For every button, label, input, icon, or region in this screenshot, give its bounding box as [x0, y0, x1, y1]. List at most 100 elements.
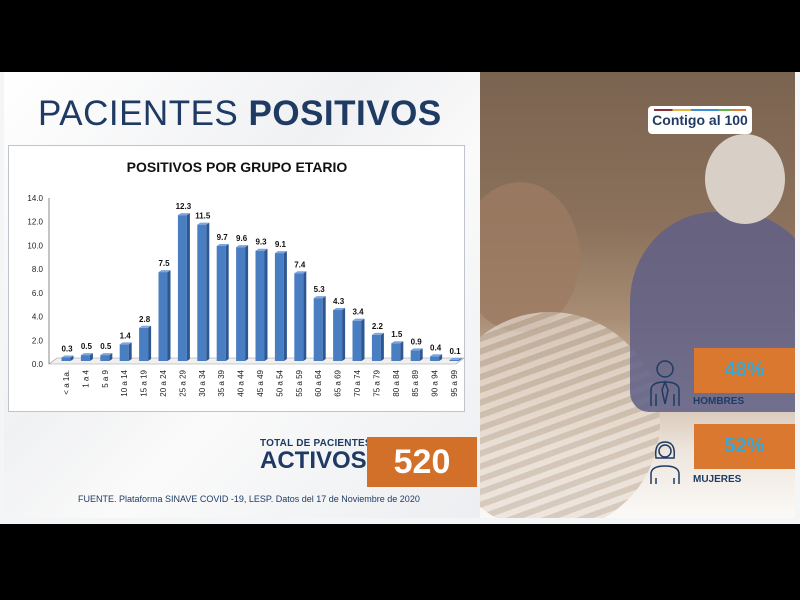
bar: [236, 247, 246, 361]
bar-top: [158, 270, 171, 273]
data-label: 0.4: [430, 343, 442, 352]
data-label: 0.5: [100, 342, 112, 351]
y-tick-label: 0.0: [32, 360, 44, 369]
y-tick-label: 6.0: [32, 289, 44, 298]
bar: [294, 273, 304, 361]
bar-side: [70, 355, 74, 361]
bar-top: [177, 213, 190, 216]
bar-side: [458, 357, 462, 361]
bar-top: [274, 251, 287, 254]
men-label: HOMBRES: [693, 396, 745, 407]
data-label: 0.1: [449, 347, 461, 356]
bar-top: [100, 353, 113, 356]
bar-top: [216, 243, 229, 246]
bar-side: [167, 270, 171, 361]
bar-side: [186, 213, 190, 361]
chart-container: POSITIVOS POR GRUPO ETARIO 0.0 2.0 4.0 6.0 8.…: [8, 145, 465, 412]
bar-top: [333, 308, 346, 311]
y-tick-label: 8.0: [32, 265, 44, 274]
data-label: 3.4: [352, 308, 364, 317]
y-tick-label: 4.0: [32, 313, 44, 322]
title-bold: POSITIVOS: [248, 94, 442, 133]
bar-top: [294, 271, 307, 274]
bar: [352, 320, 362, 361]
bar-top: [236, 245, 249, 248]
bar: [391, 343, 401, 361]
data-label: 7.5: [158, 259, 170, 268]
left-panel: PACIENTES POSITIVOS POSITIVOS POR GRUPO …: [4, 72, 480, 518]
data-label: 2.2: [372, 322, 384, 331]
title-light: PACIENTES: [38, 94, 239, 133]
x-tick-label: 85 a 89: [411, 369, 420, 396]
woman-icon: [650, 441, 680, 484]
bar-top: [430, 354, 443, 357]
x-tick-label: 30 a 34: [198, 369, 207, 396]
bar-side: [128, 342, 132, 361]
total-count: 520: [367, 437, 477, 487]
x-tick-label: 10 a 14: [120, 369, 129, 396]
bar: [216, 245, 226, 361]
bar-top: [61, 355, 74, 358]
logo-text: Contigo al 100: [652, 112, 748, 128]
bar: [177, 215, 187, 361]
data-label: 0.5: [81, 342, 93, 351]
x-tick-label: 80 a 84: [392, 369, 401, 396]
x-tick-label: 65 a 69: [334, 369, 343, 396]
bar-top: [313, 296, 326, 299]
bar-top: [352, 318, 365, 321]
x-tick-label: 55 a 59: [295, 369, 304, 396]
photo-panel: Contigo al 100 48% HOMBRES 52% MUJERES: [480, 72, 795, 518]
y-tick-label: 2.0: [32, 336, 44, 345]
contigo-logo: Contigo al 100: [648, 106, 752, 134]
data-label: 9.1: [275, 240, 287, 249]
data-label: 9.7: [217, 233, 229, 242]
data-label: 2.8: [139, 315, 151, 324]
women-label: MUJERES: [693, 474, 742, 485]
data-label: 9.3: [255, 238, 267, 247]
data-label: 9.6: [236, 234, 248, 243]
x-tick-label: 70 a 74: [353, 369, 362, 396]
bar: [197, 224, 207, 361]
x-tick-label: 5 a 9: [101, 369, 110, 387]
bar-top: [139, 325, 152, 328]
bar: [430, 356, 440, 361]
x-tick-label: 50 a 54: [275, 369, 284, 396]
bar: [100, 355, 110, 361]
data-label: 4.3: [333, 297, 345, 306]
data-label: 0.9: [411, 337, 423, 346]
x-tick-label: 15 a 19: [140, 369, 149, 396]
bar-top: [410, 348, 423, 351]
x-tick-label: 90 a 94: [431, 369, 440, 396]
bar-side: [380, 332, 384, 361]
x-tick-label: 60 a 64: [314, 369, 323, 396]
total-label-large: ACTIVOS: [260, 447, 367, 474]
bar: [61, 357, 71, 361]
chart-title: POSITIVOS POR GRUPO ETARIO: [127, 159, 348, 175]
data-label: 0.3: [61, 344, 73, 353]
bar-top: [119, 342, 132, 345]
man-icon: [650, 360, 680, 406]
y-tick-label: 12.0: [27, 218, 43, 227]
bar-side: [361, 318, 365, 361]
bar-top: [80, 353, 93, 356]
bar: [80, 355, 90, 361]
data-label: 1.5: [391, 330, 403, 339]
bar-chart: POSITIVOS POR GRUPO ETARIO 0.0 2.0 4.0 6.0 8.…: [27, 159, 465, 397]
page-title: PACIENTES POSITIVOS: [38, 94, 442, 134]
x-tick-label: 1 a 4: [81, 369, 90, 387]
bar: [139, 327, 149, 361]
bar: [333, 310, 343, 361]
slide: PACIENTES POSITIVOS POSITIVOS POR GRUPO …: [0, 72, 800, 524]
bar: [274, 253, 284, 361]
bar-side: [264, 248, 268, 361]
bar-side: [400, 341, 404, 361]
bar-side: [419, 348, 423, 361]
bar: [371, 334, 381, 361]
bar: [255, 250, 265, 361]
bar-side: [89, 353, 93, 361]
x-tick-label: 25 a 29: [178, 369, 187, 396]
y-tick-label: 14.0: [27, 194, 43, 203]
bar: [449, 359, 459, 361]
data-label: 7.4: [294, 260, 306, 269]
bar-top: [255, 248, 268, 251]
